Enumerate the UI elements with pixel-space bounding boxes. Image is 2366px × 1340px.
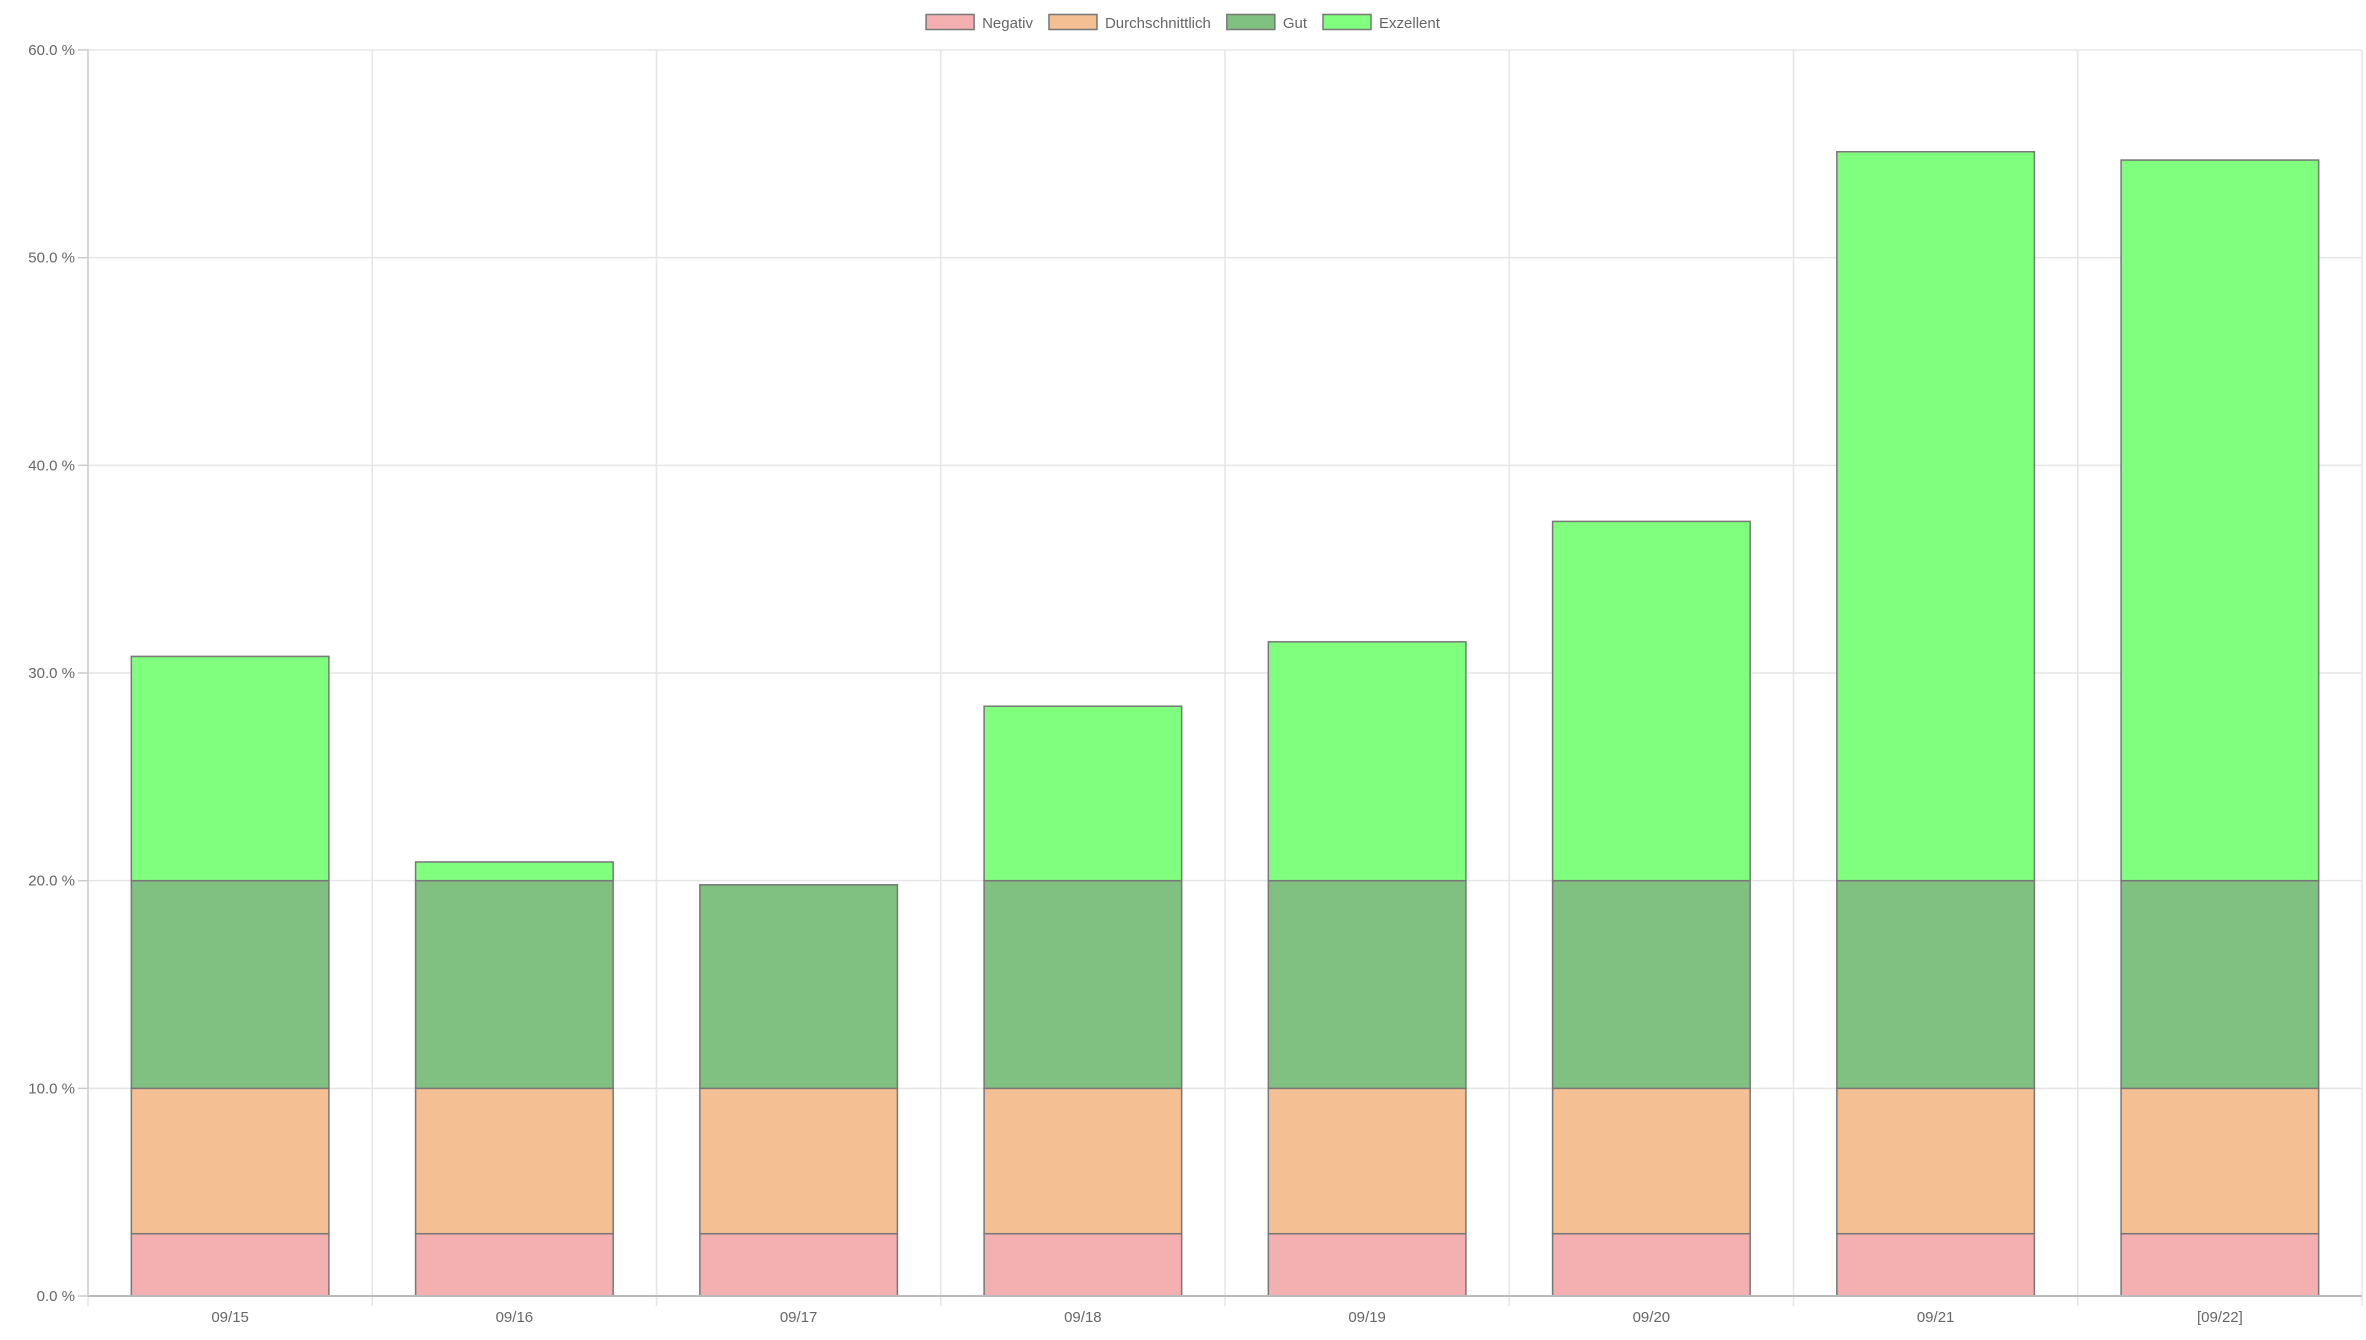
bar-exzellent-4[interactable] — [1267, 641, 1467, 882]
bar-negativ-7[interactable] — [2120, 1232, 2320, 1297]
bar-gut-3[interactable] — [983, 879, 1183, 1090]
bar-exzellent-6[interactable] — [1836, 151, 2036, 882]
legend-label-negativ: Negativ — [982, 15, 1033, 32]
legend-swatch-exzellent[interactable] — [1322, 13, 1372, 31]
bar-durchschnittlich-0[interactable] — [130, 1087, 330, 1235]
bar-exzellent-1[interactable] — [414, 861, 614, 882]
bar-negativ-4[interactable] — [1267, 1232, 1467, 1297]
bar-gut-0[interactable] — [130, 879, 330, 1090]
y-tick-label: 20.0 % — [28, 873, 75, 890]
bar-durchschnittlich-7[interactable] — [2120, 1087, 2320, 1235]
bar-gut-5[interactable] — [1551, 879, 1751, 1090]
x-tick-label: 09/19 — [1348, 1309, 1386, 1326]
legend-label-exzellent: Exzellent — [1379, 15, 1441, 32]
y-tick-label: 30.0 % — [28, 665, 75, 682]
bar-negativ-0[interactable] — [130, 1232, 330, 1297]
x-tick-label: 09/15 — [211, 1309, 249, 1326]
bar-gut-2[interactable] — [699, 884, 899, 1090]
bar-gut-6[interactable] — [1836, 879, 2036, 1090]
legend-swatch-durchschnittlich[interactable] — [1048, 13, 1098, 31]
bar-negativ-2[interactable] — [699, 1232, 899, 1297]
x-tick-label: 09/18 — [1064, 1309, 1102, 1326]
bar-durchschnittlich-1[interactable] — [414, 1087, 614, 1235]
y-tick-label: 60.0 % — [28, 42, 75, 59]
bar-gut-1[interactable] — [414, 879, 614, 1090]
bar-negativ-5[interactable] — [1551, 1232, 1751, 1297]
x-tick-label: [09/22] — [2197, 1309, 2243, 1326]
x-tick-label: 09/20 — [1633, 1309, 1671, 1326]
bar-negativ-3[interactable] — [983, 1232, 1183, 1297]
legend-label-gut: Gut — [1283, 15, 1308, 32]
legend-label-durchschnittlich: Durchschnittlich — [1105, 15, 1211, 32]
y-tick-label: 0.0 % — [37, 1288, 75, 1305]
bar-exzellent-5[interactable] — [1551, 520, 1751, 882]
grid-lines — [87, 49, 2363, 1306]
bar-exzellent-0[interactable] — [130, 655, 330, 882]
x-tick-label: 09/17 — [780, 1309, 818, 1326]
bar-marks — [130, 151, 2320, 1297]
bar-durchschnittlich-6[interactable] — [1836, 1087, 2036, 1235]
x-tick-label: 09/21 — [1917, 1309, 1955, 1326]
y-tick-label: 50.0 % — [28, 250, 75, 267]
bar-negativ-1[interactable] — [414, 1232, 614, 1297]
bar-exzellent-7[interactable] — [2120, 159, 2320, 882]
bar-durchschnittlich-2[interactable] — [699, 1087, 899, 1235]
bar-exzellent-3[interactable] — [983, 705, 1183, 882]
bar-gut-4[interactable] — [1267, 879, 1467, 1090]
legend-swatch-gut[interactable] — [1226, 13, 1276, 31]
bar-durchschnittlich-4[interactable] — [1267, 1087, 1467, 1235]
y-tick-label: 40.0 % — [28, 457, 75, 474]
bar-gut-7[interactable] — [2120, 879, 2320, 1090]
bar-durchschnittlich-5[interactable] — [1551, 1087, 1751, 1235]
axes: 0.0 % 10.0 % 20.0 % 30.0 % 40.0 % 50.0 % 60.0 … — [28, 42, 2362, 1326]
y-tick-label: 10.0 % — [28, 1080, 75, 1097]
bar-durchschnittlich-3[interactable] — [983, 1087, 1183, 1235]
legend: Negativ Durchschnittlich Gut Exzellent — [925, 13, 1441, 32]
bar-negativ-6[interactable] — [1836, 1232, 2036, 1297]
x-tick-label: 09/16 — [496, 1309, 534, 1326]
legend-swatch-negativ[interactable] — [925, 13, 975, 31]
